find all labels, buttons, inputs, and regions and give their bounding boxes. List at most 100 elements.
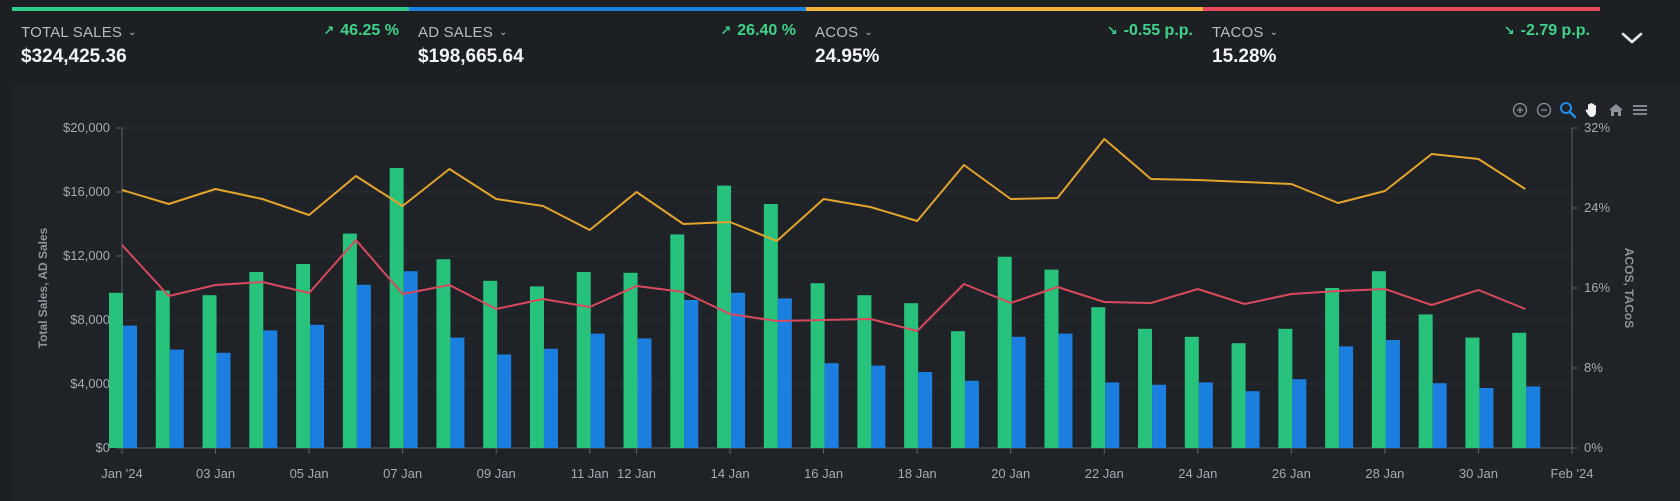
bar-total-sales	[249, 272, 264, 448]
bar-ad-sales	[637, 338, 652, 448]
bar-total-sales	[670, 234, 685, 448]
bar-total-sales	[436, 259, 451, 448]
y-axis-title: Total Sales, AD Sales	[36, 227, 50, 348]
bar-ad-sales	[310, 324, 325, 448]
zoom-in-icon	[1512, 102, 1528, 118]
x-tick-label: 28 Jan	[1365, 466, 1404, 481]
bar-total-sales	[529, 286, 544, 448]
y2-tick-label: 0%	[1584, 440, 1603, 455]
kpi-change-text: -2.79 p.p.	[1520, 22, 1590, 39]
chevron-down-icon: ⌄	[864, 27, 873, 38]
kpi-label[interactable]: ACOS ⌄	[815, 24, 873, 41]
kpi-stripe	[1203, 7, 1600, 11]
bar-ad-sales	[123, 325, 137, 448]
zoom-select-button[interactable]	[1558, 100, 1578, 120]
kpi-label[interactable]: TACOS ⌄	[1212, 24, 1278, 41]
zoom-out-button[interactable]	[1534, 100, 1554, 120]
bar-total-sales	[389, 168, 404, 448]
kpi-stripe	[806, 7, 1203, 11]
chevron-down-icon	[1621, 32, 1643, 44]
bar-ad-sales	[450, 337, 465, 448]
y-tick-label: $12,000	[63, 248, 110, 263]
line-acos	[121, 138, 1526, 242]
bar-ad-sales	[918, 372, 933, 448]
x-tick-label: 24 Jan	[1178, 466, 1217, 481]
zoom-in-button[interactable]	[1510, 100, 1530, 120]
x-tick-label: 30 Jan	[1459, 466, 1498, 481]
bar-total-sales	[1465, 337, 1480, 448]
trend-up-icon: ↗	[323, 23, 335, 38]
bar-total-sales	[623, 272, 638, 448]
zoom-out-icon	[1536, 102, 1552, 118]
chevron-down-icon: ⌄	[128, 27, 137, 38]
bar-ad-sales	[403, 271, 418, 448]
kpi-acos[interactable]: ACOS ⌄ 24.95% ↘ -0.55 p.p.	[806, 0, 1203, 80]
bar-ad-sales	[1526, 386, 1541, 448]
chevron-down-icon: ⌄	[498, 27, 508, 38]
zoom-select-icon	[1560, 102, 1577, 119]
bar-total-sales	[1325, 288, 1340, 448]
kpi-stripe	[409, 7, 806, 11]
kpi-bar: TOTAL SALES ⌄ $324,425.36 ↗ 46.25 % AD SAL…	[12, 0, 1600, 80]
bar-total-sales	[1278, 328, 1293, 448]
bar-total-sales	[342, 233, 357, 448]
chevron-down-icon: ⌄	[1269, 27, 1279, 38]
y2-axis-title: ACOS, TACoS	[1622, 248, 1636, 328]
bar-total-sales	[1231, 343, 1246, 448]
x-tick-label: Feb '24	[1551, 466, 1594, 481]
bar-total-sales	[950, 331, 965, 448]
kpi-label[interactable]: TOTAL SALES ⌄	[21, 24, 137, 41]
bar-ad-sales	[1385, 340, 1400, 448]
x-tick-label: Jan '24	[101, 466, 143, 481]
x-tick-label: 22 Jan	[1085, 466, 1124, 481]
chart-panel	[12, 84, 1680, 501]
x-tick-label: 20 Jan	[991, 466, 1030, 481]
bar-total-sales	[763, 204, 778, 448]
chart-menu-button[interactable]	[1630, 100, 1650, 120]
y-tick-label: $0	[96, 440, 110, 455]
kpi-change-text: 46.25 %	[340, 22, 399, 39]
bar-total-sales	[1044, 269, 1059, 448]
bar-ad-sales	[964, 380, 979, 448]
bar-total-sales	[1184, 336, 1199, 448]
x-tick-label: 12 Jan	[617, 466, 656, 481]
kpi-total-sales[interactable]: TOTAL SALES ⌄ $324,425.36 ↗ 46.25 %	[12, 0, 409, 80]
kpi-label[interactable]: AD SALES ⌄	[418, 24, 508, 41]
kpi-value: $324,425.36	[21, 46, 127, 67]
trend-down-icon: ↘	[1503, 23, 1515, 38]
pan-button[interactable]	[1582, 100, 1602, 120]
x-tick-label: 26 Jan	[1272, 466, 1311, 481]
x-tick-label: 09 Jan	[477, 466, 516, 481]
bar-ad-sales	[777, 298, 792, 448]
bar-ad-sales	[1479, 388, 1494, 448]
x-tick-label: 07 Jan	[383, 466, 422, 481]
bar-total-sales	[904, 303, 919, 448]
bar-ad-sales	[871, 365, 886, 448]
bar-ad-sales	[1292, 379, 1307, 448]
kpi-tacos[interactable]: TACOS ⌄ 15.28% ↘ -2.79 p.p.	[1203, 0, 1600, 80]
kpi-value: 15.28%	[1212, 46, 1277, 67]
y2-tick-label: 32%	[1584, 120, 1610, 135]
kpi-change: ↗ 46.25 %	[323, 22, 399, 40]
bar-total-sales	[1091, 307, 1106, 448]
kpi-ad-sales[interactable]: AD SALES ⌄ $198,665.64 ↗ 26.40 %	[409, 0, 806, 80]
collapse-button[interactable]	[1614, 20, 1650, 56]
kpi-change: ↘ -2.79 p.p.	[1504, 22, 1590, 40]
bar-ad-sales	[1058, 333, 1073, 448]
reset-zoom-button[interactable]	[1606, 100, 1626, 120]
bar-ad-sales	[824, 363, 839, 448]
bar-ad-sales	[731, 292, 746, 448]
kpi-value: 24.95%	[815, 46, 880, 67]
bar-ad-sales	[1152, 384, 1167, 448]
y2-tick-label: 24%	[1584, 200, 1610, 215]
bar-ad-sales	[497, 354, 512, 448]
x-tick-label: 16 Jan	[804, 466, 843, 481]
bar-total-sales	[155, 290, 170, 448]
bar-ad-sales	[1432, 383, 1447, 448]
kpi-label-text: TACOS	[1212, 24, 1264, 41]
bar-total-sales	[109, 292, 123, 448]
menu-icon	[1633, 105, 1647, 115]
bar-total-sales	[483, 280, 498, 448]
pan-hand-icon	[1585, 103, 1596, 117]
